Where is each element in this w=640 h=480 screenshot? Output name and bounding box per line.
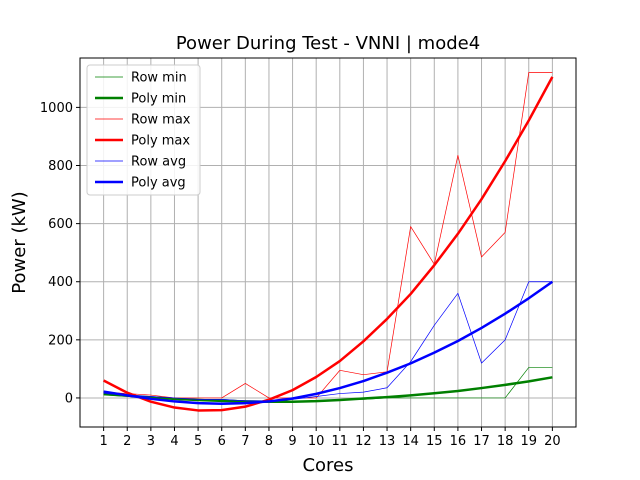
x-tick-label: 3 xyxy=(147,434,155,449)
series-line-row-avg xyxy=(103,281,553,402)
x-tick-label: 20 xyxy=(544,434,561,449)
x-tick-label: 12 xyxy=(355,434,372,449)
x-tick-label: 15 xyxy=(426,434,443,449)
y-tick-label: 1000 xyxy=(40,101,73,116)
x-tick-label: 4 xyxy=(170,434,178,449)
x-axis-ticks: 1 2 3 4 5 6 7 8 9 10 11 12 13 14 15 16 17 18 19 20 xyxy=(99,427,561,449)
legend-label-poly-min: Poly min xyxy=(131,92,186,107)
x-tick-label: 11 xyxy=(332,434,349,449)
y-axis-label: Power (kW) xyxy=(9,191,30,293)
legend-label-row-max: Row max xyxy=(131,113,191,128)
x-tick-label: 18 xyxy=(497,434,514,449)
x-tick-label: 8 xyxy=(265,434,273,449)
x-tick-label: 9 xyxy=(288,434,296,449)
legend-label-poly-max: Poly max xyxy=(131,134,190,149)
y-tick-label: 800 xyxy=(48,159,73,174)
x-tick-label: 13 xyxy=(379,434,396,449)
y-tick-label: 200 xyxy=(48,333,73,348)
series-line-poly-min xyxy=(103,376,553,403)
y-tick-label: 400 xyxy=(48,275,73,290)
legend-label-row-avg: Row avg xyxy=(131,155,186,170)
x-tick-label: 17 xyxy=(473,434,490,449)
legend: Row min Poly min Row max Poly max Row avg Pol… xyxy=(86,64,201,196)
x-tick-label: 5 xyxy=(194,434,202,449)
legend-label-row-min: Row min xyxy=(131,71,187,86)
plot-frame xyxy=(79,57,577,428)
x-axis-label: Cores xyxy=(302,455,353,476)
legend-label-poly-avg: Poly avg xyxy=(131,176,186,191)
y-tick-label: 0 xyxy=(65,391,73,406)
x-tick-label: 19 xyxy=(520,434,537,449)
series-layer xyxy=(103,72,554,412)
x-tick-label: 6 xyxy=(218,434,226,449)
x-tick-label: 14 xyxy=(402,434,419,449)
x-tick-label: 10 xyxy=(308,434,325,449)
x-tick-label: 2 xyxy=(123,434,131,449)
y-tick-label: 600 xyxy=(48,217,73,232)
x-tick-label: 1 xyxy=(99,434,107,449)
chart-title: Power During Test - VNNI | mode4 xyxy=(176,33,480,54)
x-tick-label: 7 xyxy=(241,434,249,449)
series-line-poly-max xyxy=(103,76,554,412)
grid xyxy=(80,58,576,427)
y-axis-ticks: 0 200 400 600 800 1000 xyxy=(40,101,80,406)
x-tick-label: 16 xyxy=(450,434,467,449)
series-line-poly-avg xyxy=(103,280,554,406)
